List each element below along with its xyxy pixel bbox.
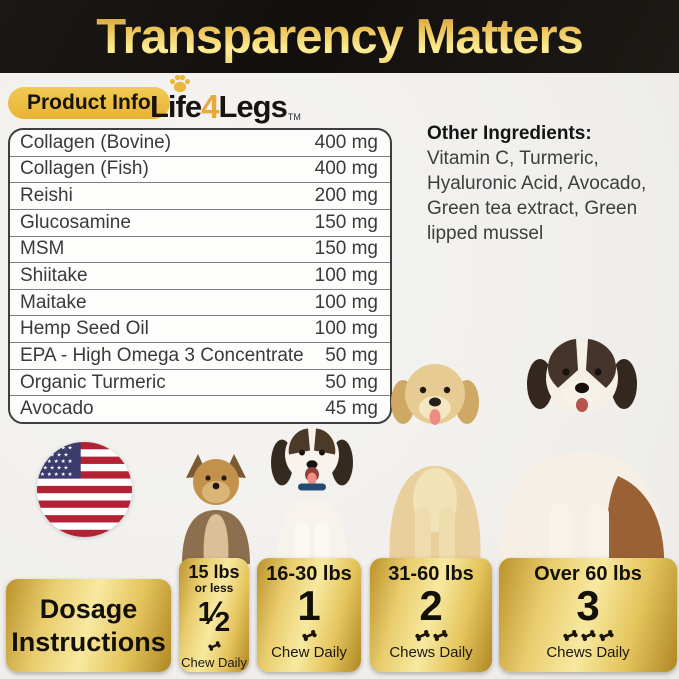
page-title: Transparency Matters [96, 9, 584, 64]
ingredient-amount: 100 mg [314, 265, 378, 287]
ingredient-name: Collagen (Fish) [20, 158, 149, 180]
svg-text:★ ★ ★ ★: ★ ★ ★ ★ [43, 451, 69, 458]
table-row: Reishi 200 mg [10, 183, 390, 210]
table-row: Hemp Seed Oil 100 mg [10, 316, 390, 344]
dosage-card-15lbs: 15 lbs or less 1 2 Chew Daily [179, 558, 249, 672]
svg-text:★ ★ ★ ★ ★: ★ ★ ★ ★ ★ [40, 445, 73, 452]
dosage-title-line1: Dosage [39, 593, 138, 624]
trademark-symbol: TM [287, 112, 301, 122]
bone-icon [598, 629, 614, 641]
ingredient-name: Organic Turmeric [20, 371, 166, 393]
dosage-card-over-60lbs: Over 60 lbs 3 Chews Daily [499, 558, 677, 672]
bone-icon [301, 629, 317, 641]
table-row: MSM 150 mg [10, 237, 390, 264]
dog-golden-retriever [389, 364, 481, 570]
weight-label: 31-60 lbs [388, 563, 474, 585]
ingredient-amount: 400 mg [314, 158, 378, 180]
svg-text:★ ★ ★ ★ ★: ★ ★ ★ ★ ★ [40, 471, 73, 478]
frequency-label: Chew Daily [271, 644, 347, 661]
bone-icon [207, 641, 221, 651]
product-info-label: Product Info [27, 91, 151, 114]
frequency-label: Chews Daily [546, 644, 630, 661]
chew-count: 1 2 [198, 596, 231, 637]
ingredient-name: Glucosamine [20, 211, 131, 233]
table-row: Glucosamine 150 mg [10, 210, 390, 237]
table-row: Organic Turmeric 50 mg [10, 370, 390, 397]
weight-note: or less [194, 581, 234, 595]
table-row: Avocado 45 mg [10, 396, 390, 422]
ingredient-amount: 50 mg [325, 344, 378, 366]
ingredient-amount: 150 mg [314, 238, 378, 260]
other-ingredients-title: Other Ingredients: [427, 123, 592, 144]
other-ingredients-text: Vitamin C, Turmeric, Hyaluronic Acid, Av… [427, 148, 647, 244]
chew-count: 3 [576, 582, 600, 629]
other-ingredients-block: Other Ingredients: Vitamin C, Turmeric, … [427, 121, 672, 246]
table-row: Collagen (Bovine) 400 mg [10, 130, 390, 157]
dosage-card-31-60lbs: 31-60 lbs 2 Chews Daily [370, 558, 492, 672]
ingredient-name: Hemp Seed Oil [20, 318, 149, 340]
brand-logo: Life 4 Legs TM [150, 74, 301, 125]
ingredient-name: MSM [20, 238, 65, 260]
ingredient-amount: 100 mg [314, 291, 378, 313]
frequency-label: Chews Daily [389, 644, 473, 661]
dosage-card-16-30lbs: 16-30 lbs 1 Chew Daily [257, 558, 361, 672]
product-info-badge: Product Info [8, 87, 170, 119]
svg-text:★ ★ ★ ★ ★: ★ ★ ★ ★ ★ [40, 458, 73, 465]
table-row: Maitake 100 mg [10, 290, 390, 317]
banner: Transparency Matters [0, 0, 679, 73]
ingredient-name: Reishi [20, 185, 73, 207]
usa-flag-icon: ★ ★ ★ ★ ★ ★ ★ ★ ★ ★ ★ ★ ★ ★ ★ ★ ★ ★ ★ ★ … [37, 442, 132, 537]
weight-label: Over 60 lbs [534, 563, 642, 585]
dosage-title-line2: Instructions [11, 626, 166, 657]
ingredient-amount: 45 mg [325, 398, 378, 420]
table-row: Collagen (Fish) 400 mg [10, 157, 390, 184]
brand-name-part1: Life [150, 89, 202, 124]
table-row: EPA - High Omega 3 Concentrate 50 mg [10, 343, 390, 370]
dog-beagle-puppy [271, 427, 353, 565]
weight-label: 15 lbs [188, 562, 240, 582]
frequency-label: Chew Daily [181, 655, 247, 670]
ingredient-name: Maitake [20, 291, 87, 313]
brand-name-number: 4 [201, 88, 219, 125]
bone-icon [562, 629, 578, 641]
svg-text:★ ★ ★ ★: ★ ★ ★ ★ [43, 465, 69, 472]
ingredient-amount: 200 mg [314, 185, 378, 207]
ingredient-name: Collagen (Bovine) [20, 131, 172, 153]
bone-icon [580, 629, 596, 641]
chew-count: 1 [297, 582, 321, 629]
dog-yorkshire-terrier [182, 454, 250, 564]
ingredients-table: Collagen (Bovine) 400 mg Collagen (Fish) 4… [8, 128, 392, 424]
ingredient-name: Shiitake [20, 265, 88, 287]
chew-count: 2 [419, 582, 443, 629]
ingredient-amount: 150 mg [314, 211, 378, 233]
ingredient-name: Avocado [20, 398, 94, 420]
weight-label: 16-30 lbs [266, 563, 352, 585]
dosage-instructions-box: Dosage Instructions [6, 579, 171, 672]
bone-icon [432, 629, 448, 641]
brand-name-part2: Legs [218, 89, 287, 124]
dog-saint-bernard [499, 339, 665, 574]
ingredient-name: EPA - High Omega 3 Concentrate [20, 344, 304, 366]
paw-icon [169, 74, 191, 93]
ingredient-amount: 400 mg [314, 131, 378, 153]
ingredient-amount: 50 mg [325, 371, 378, 393]
bone-icon [414, 629, 430, 641]
table-row: Shiitake 100 mg [10, 263, 390, 290]
ingredient-amount: 100 mg [314, 318, 378, 340]
